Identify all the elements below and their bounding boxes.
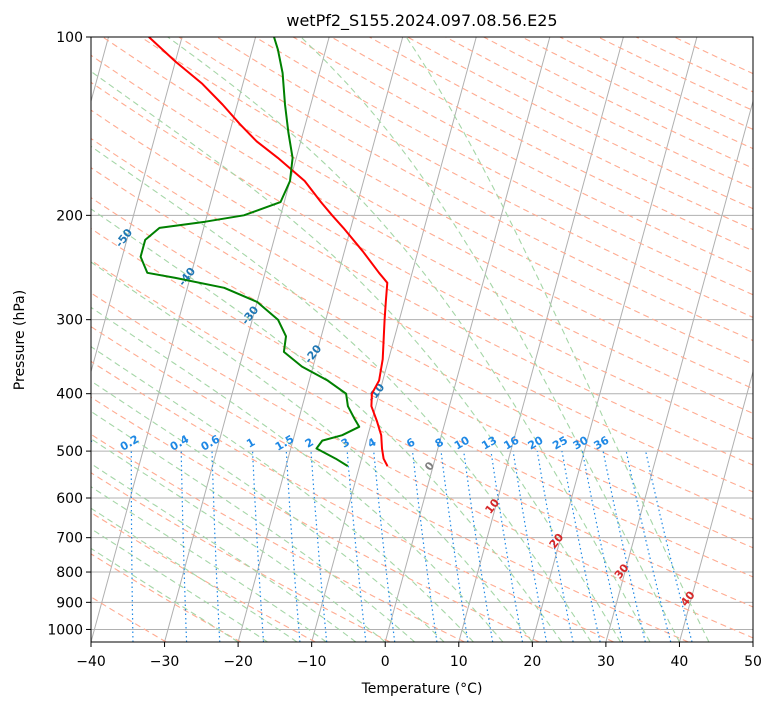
x-tick-label: 10 xyxy=(450,654,468,670)
moist-adiabat-line xyxy=(91,70,622,642)
moist-adiabat-line xyxy=(91,261,533,642)
y-tick-label: 1000 xyxy=(47,622,83,638)
mixing-ratio-line xyxy=(180,451,188,642)
y-tick-label: 900 xyxy=(56,595,83,611)
y-axis: 100 200 300 400 500 600 700 800 900 1000 xyxy=(47,30,91,638)
dry-adiabat-line xyxy=(91,596,167,642)
moist-adiabat-line xyxy=(405,37,710,642)
moist-adiabat-line xyxy=(167,37,651,642)
mixing-ratio-label: 0.1 xyxy=(71,433,94,454)
isotherm-line xyxy=(311,37,477,642)
y-tick-label: 100 xyxy=(56,30,83,46)
moist-adiabat-line xyxy=(91,410,415,642)
x-tick-label: 40 xyxy=(671,654,689,670)
isotherm-line xyxy=(458,37,624,642)
y-axis-label: Pressure (hPa) xyxy=(12,290,28,390)
dry-adiabat-line xyxy=(91,326,689,642)
mixing-ratio-line xyxy=(512,451,548,642)
dry-adiabat-line xyxy=(91,433,465,642)
mixing-ratio-line xyxy=(211,451,221,642)
moist-adiabat-line xyxy=(91,463,357,642)
x-tick-label: 0 xyxy=(381,654,390,670)
dry-adiabat-line xyxy=(216,37,753,318)
plot-area: 0.10.20.40.611.52346810131620253036-100-… xyxy=(71,37,753,642)
dry-adiabat-line xyxy=(254,37,753,296)
isotherm-line xyxy=(678,369,753,642)
dry-adiabat-line xyxy=(102,37,753,390)
temperature-profile xyxy=(148,37,389,467)
dry-adiabat-line xyxy=(91,259,753,608)
y-tick-label: 800 xyxy=(56,565,83,581)
mixing-ratio-line xyxy=(310,451,328,642)
dry-adiabat-line xyxy=(140,37,753,365)
x-tick-label: −20 xyxy=(223,654,253,670)
dry-adiabat-line xyxy=(91,227,753,578)
moist-adiabat-line xyxy=(300,37,680,642)
moist-adiabat-line xyxy=(91,486,327,642)
moist-adiabat-line xyxy=(91,380,445,642)
y-tick-label: 300 xyxy=(56,313,83,329)
y-tick-label: 600 xyxy=(56,491,83,507)
x-axis-label: Temperature (°C) xyxy=(361,681,483,697)
isotherm-layer xyxy=(91,37,753,642)
moist-adiabat-line xyxy=(91,345,474,642)
isotherm-line xyxy=(164,37,330,642)
moist-adiabat-line xyxy=(91,208,563,642)
chart-title: wetPf2_S155.2024.097.08.56.E25 xyxy=(286,11,557,31)
series-layer xyxy=(139,37,389,467)
isotherm-line xyxy=(605,99,753,642)
mixing-ratio-line xyxy=(440,451,469,642)
isotherm-line xyxy=(237,37,404,642)
mixing-ratio-line xyxy=(346,451,367,642)
moist-adiabat-line xyxy=(91,145,592,642)
y-tick-label: 700 xyxy=(56,531,83,547)
mixing-ratio-line xyxy=(285,451,301,642)
dry-adiabat-line xyxy=(91,472,391,642)
plot-frame xyxy=(90,36,754,643)
moist-adiabat-line xyxy=(91,438,386,642)
dry-adiabat-line xyxy=(91,81,753,440)
dry-adiabat-line xyxy=(91,109,753,466)
mixing-ratio-line xyxy=(130,451,134,642)
isotherm-line xyxy=(384,37,551,642)
mixing-ratio-line xyxy=(490,451,524,642)
mixing-ratio-line xyxy=(252,451,265,642)
dry-adiabat-layer xyxy=(91,37,753,642)
dry-adiabat-line xyxy=(91,137,753,493)
x-tick-label: −10 xyxy=(297,654,327,670)
x-axis: −40 −30 −20 −10 0 10 20 30 40 50 xyxy=(76,642,762,670)
grid-layer xyxy=(91,37,753,630)
y-tick-label: 200 xyxy=(56,208,83,224)
x-tick-label: 30 xyxy=(597,654,615,670)
x-tick-label: −40 xyxy=(76,654,106,670)
isotherm-line xyxy=(91,37,183,374)
dry-adiabat-line xyxy=(91,167,753,521)
mixing-ratio-line xyxy=(373,451,396,642)
moist-adiabat-line xyxy=(91,306,504,642)
isotherm-line xyxy=(531,37,698,642)
isotherm-line xyxy=(91,37,257,642)
mixing-ratio-layer xyxy=(130,450,693,642)
x-tick-label: −30 xyxy=(150,654,180,670)
dry-adiabat-line xyxy=(91,197,753,549)
mixing-ratio-line xyxy=(463,451,494,642)
moist-adiabat-layer xyxy=(91,37,710,642)
dry-adiabat-line xyxy=(91,553,242,642)
x-tick-label: 20 xyxy=(523,654,541,670)
y-tick-label: 400 xyxy=(56,387,83,403)
dewpoint-profile xyxy=(139,37,361,467)
mixing-ratio-line xyxy=(411,451,438,642)
x-tick-label: 50 xyxy=(744,654,762,670)
y-tick-label: 500 xyxy=(56,444,83,460)
